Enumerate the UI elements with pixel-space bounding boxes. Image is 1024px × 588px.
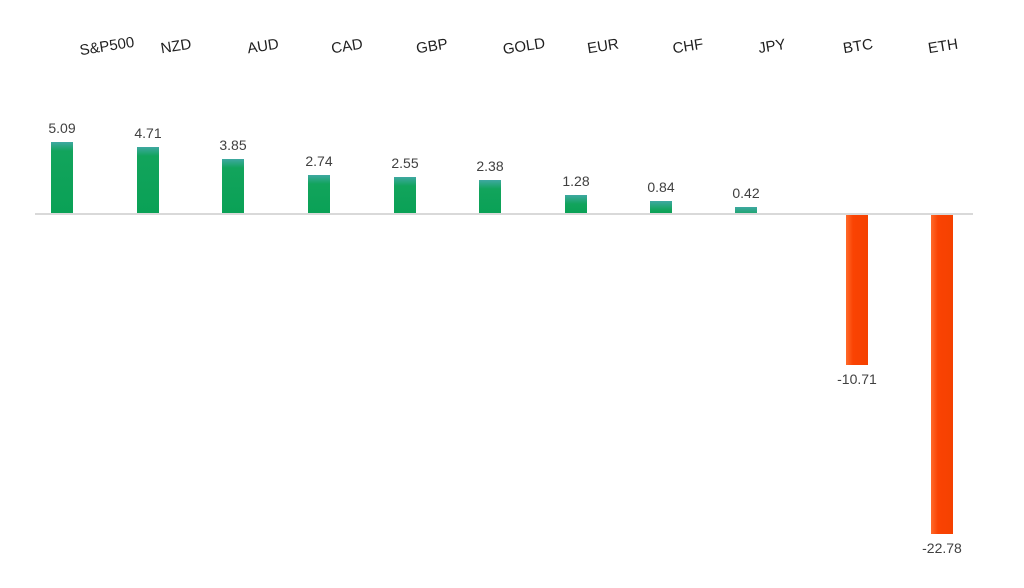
- category-label-btc: BTC: [841, 35, 875, 58]
- bar-aud: [222, 159, 244, 213]
- category-label-aud: AUD: [246, 35, 280, 58]
- value-label-aud: 3.85: [219, 137, 247, 154]
- value-label-sp500: 5.09: [48, 119, 76, 136]
- value-label-gbp: 2.55: [391, 155, 419, 172]
- bar-nzd: [137, 147, 159, 213]
- category-label-jpy: JPY: [757, 35, 787, 58]
- bar-cad: [308, 174, 330, 213]
- category-label-nzd: NZD: [159, 35, 193, 58]
- value-label-eth: -22.78: [922, 539, 962, 556]
- value-label-nzd: 4.71: [134, 125, 162, 142]
- bar-eur: [565, 195, 587, 213]
- bar-btc: [846, 215, 868, 365]
- category-label-cad: CAD: [330, 35, 364, 58]
- category-label-eth: ETH: [926, 35, 960, 58]
- x-axis-baseline: [35, 213, 973, 215]
- category-label-sp500: S&P500: [78, 33, 136, 60]
- value-label-gold: 2.38: [476, 157, 504, 174]
- value-label-chf: 0.84: [647, 179, 675, 196]
- value-label-eur: 1.28: [562, 173, 590, 190]
- bar-chf: [650, 201, 672, 213]
- bar-jpy: [735, 207, 757, 213]
- bar-sp500: [51, 141, 73, 213]
- category-label-chf: CHF: [671, 35, 705, 58]
- category-label-gbp: GBP: [415, 35, 449, 58]
- bar-gbp: [394, 177, 416, 213]
- bar-gold: [479, 179, 501, 213]
- category-label-eur: EUR: [586, 35, 620, 58]
- value-label-jpy: 0.42: [732, 185, 760, 202]
- category-label-gold: GOLD: [501, 34, 547, 59]
- value-label-cad: 2.74: [305, 152, 333, 169]
- bar-eth: [931, 215, 953, 534]
- value-label-btc: -10.71: [837, 370, 877, 387]
